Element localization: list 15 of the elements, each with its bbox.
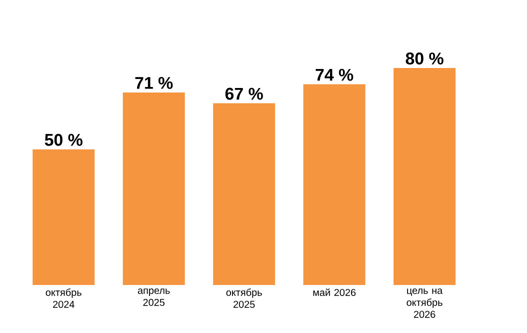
x-tick-label: октябрь 2025 <box>226 288 262 308</box>
x-tick-label: апрель 2025 <box>138 288 170 306</box>
x-tick-label: цель на октябрь 2026 <box>406 288 443 318</box>
data-label: 67 % <box>225 88 263 100</box>
bar <box>32 149 95 285</box>
data-label: 50 % <box>44 134 82 146</box>
bar <box>122 92 185 285</box>
data-label: 71 % <box>135 77 173 89</box>
x-tick-label: октябрь 2024 <box>46 288 82 308</box>
bar <box>394 68 456 285</box>
bar <box>213 103 276 285</box>
x-tick-label: май 2026 <box>313 288 356 296</box>
data-label: 74 % <box>316 68 354 81</box>
bar <box>303 84 366 285</box>
data-label: 80 % <box>406 52 444 65</box>
